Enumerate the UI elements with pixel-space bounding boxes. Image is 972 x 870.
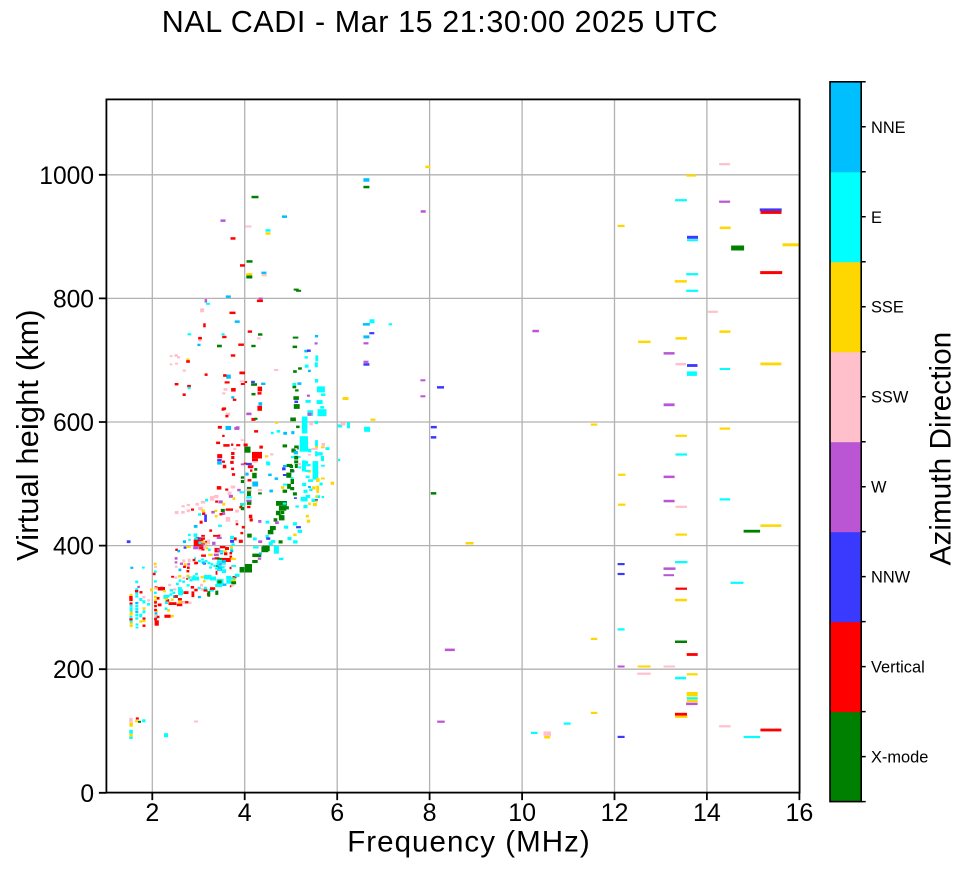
svg-text:12: 12 (601, 799, 629, 827)
svg-text:Virtual height (km): Virtual height (km) (11, 309, 45, 561)
svg-text:200: 200 (53, 657, 94, 684)
svg-text:800: 800 (53, 286, 94, 313)
svg-text:0: 0 (80, 781, 94, 808)
svg-text:8: 8 (423, 799, 437, 827)
svg-text:Frequency (MHz): Frequency (MHz) (347, 826, 591, 859)
svg-text:14: 14 (693, 799, 721, 827)
svg-text:Azimuth Direction: Azimuth Direction (925, 332, 958, 566)
svg-text:W: W (871, 479, 887, 497)
svg-text:400: 400 (53, 534, 94, 561)
svg-text:NAL CADI - Mar 15 21:30:00 202: NAL CADI - Mar 15 21:30:00 2025 UTC (162, 5, 719, 39)
svg-text:600: 600 (53, 410, 94, 437)
svg-text:1000: 1000 (39, 163, 94, 190)
svg-text:SSW: SSW (871, 389, 909, 407)
svg-text:E: E (871, 209, 882, 227)
svg-text:6: 6 (330, 799, 344, 827)
svg-text:X-mode: X-mode (871, 749, 928, 767)
svg-text:NNE: NNE (871, 119, 906, 137)
svg-text:SSE: SSE (871, 299, 904, 317)
svg-text:16: 16 (785, 799, 813, 827)
svg-text:NNW: NNW (871, 569, 911, 587)
svg-text:2: 2 (145, 799, 159, 827)
svg-text:4: 4 (238, 799, 252, 827)
svg-text:10: 10 (508, 799, 536, 827)
svg-text:Vertical: Vertical (871, 659, 925, 677)
